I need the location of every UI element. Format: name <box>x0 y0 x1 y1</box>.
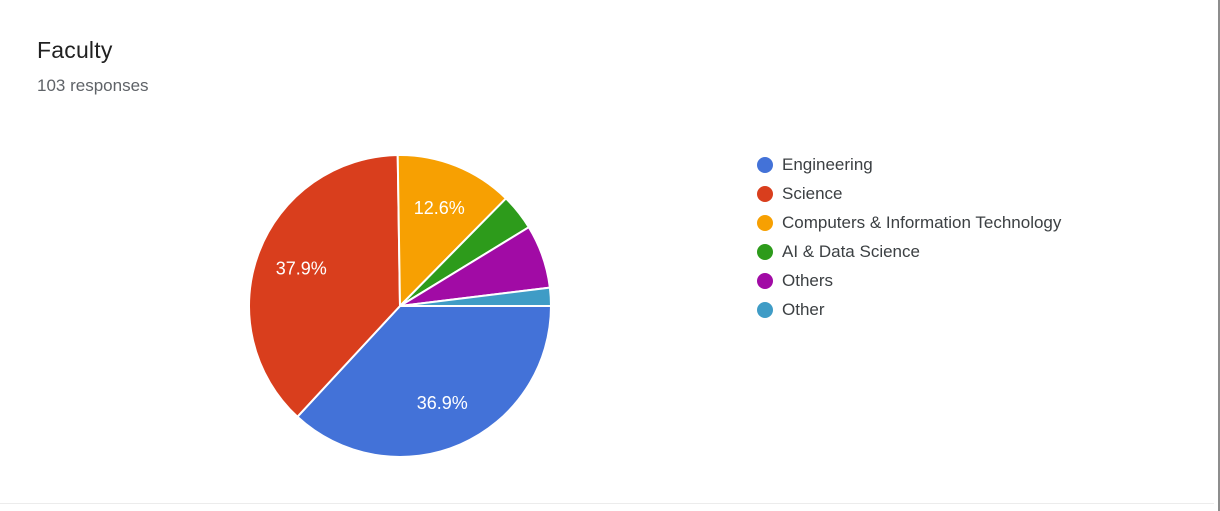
pie-slice-science[interactable] <box>248 154 401 418</box>
legend-label: Engineering <box>782 155 873 174</box>
pie-slice-computers-information-technology[interactable] <box>396 154 507 307</box>
slice-percent-label: 12.6% <box>414 198 465 218</box>
slice-percent-label: 37.9% <box>276 259 327 279</box>
legend-label: AI & Data Science <box>782 242 920 261</box>
legend-swatch-icon <box>757 273 773 289</box>
legend-swatch-icon <box>757 215 773 231</box>
legend-label: Other <box>782 300 825 319</box>
card-bottom-border <box>0 503 1214 504</box>
legend-swatch-icon <box>757 302 773 318</box>
legend-label: Others <box>782 271 834 290</box>
legend-label: Science <box>782 184 843 203</box>
legend-item-ai-data-science: AI & Data Science <box>757 243 1061 261</box>
legend-swatch-icon <box>757 186 773 202</box>
pie-slice-engineering[interactable] <box>296 305 552 458</box>
legend-item-engineering: Engineering <box>757 156 1061 174</box>
pie-chart: 36.9% 37.9% 12.6% <box>248 154 553 458</box>
slice-percent-label: 36.9% <box>417 393 468 413</box>
legend-item-other: Other <box>757 301 1061 319</box>
window-right-edge <box>1218 0 1220 511</box>
question-title: Faculty <box>37 37 113 63</box>
legend-item-science: Science <box>757 185 1061 203</box>
legend-item-others: Others <box>757 272 1061 290</box>
legend-item-computers-information-technology: Computers & Information Technology <box>757 214 1061 232</box>
legend-label: Computers & Information Technology <box>782 213 1062 232</box>
legend: Engineering Science Computers & Informatio… <box>757 156 1061 330</box>
legend-swatch-icon <box>757 157 773 173</box>
pie-slice-other[interactable] <box>399 286 553 307</box>
legend-swatch-icon <box>757 244 773 260</box>
response-count: 103 responses <box>37 76 149 95</box>
